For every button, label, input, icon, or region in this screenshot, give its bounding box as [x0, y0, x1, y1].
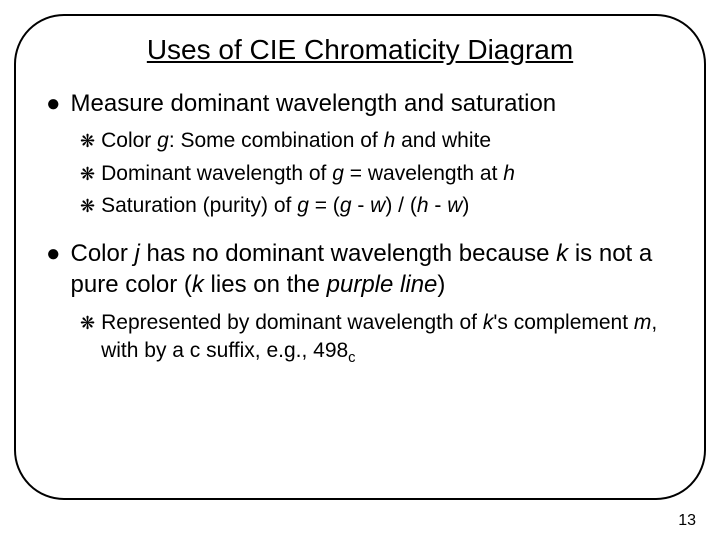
- asterisk-icon: ❋: [80, 129, 95, 153]
- spacer: [46, 224, 674, 238]
- slide-content: ● Measure dominant wavelength and saturat…: [46, 88, 674, 369]
- bullet-level-2: ❋Represented by dominant wavelength of k…: [80, 309, 674, 369]
- bullet-text: Saturation (purity) of g = (g - w) / (h …: [101, 192, 674, 220]
- disc-icon: ●: [46, 88, 61, 119]
- slide-frame: Uses of CIE Chromaticity Diagram ● Measur…: [14, 14, 706, 500]
- bullet-level-2: ❋Saturation (purity) of g = (g - w) / (h…: [80, 192, 674, 220]
- slide-title: Uses of CIE Chromaticity Diagram: [46, 34, 674, 66]
- asterisk-icon: ❋: [80, 162, 95, 186]
- bullet-text: Dominant wavelength of g = wavelength at…: [101, 160, 674, 188]
- bullet-level-1: ● Measure dominant wavelength and saturat…: [46, 88, 674, 119]
- bullet-level-2: ❋Dominant wavelength of g = wavelength a…: [80, 160, 674, 188]
- bullet-level-1: ● Color j has no dominant wavelength beca…: [46, 238, 674, 300]
- asterisk-icon: ❋: [80, 194, 95, 218]
- bullet-level-2: ❋Color g: Some combination of h and whit…: [80, 127, 674, 155]
- disc-icon: ●: [46, 238, 61, 269]
- bullet-text: Represented by dominant wavelength of k'…: [101, 309, 674, 369]
- asterisk-icon: ❋: [80, 311, 95, 335]
- page-number: 13: [678, 512, 696, 530]
- bullet-text: Color g: Some combination of h and white: [101, 127, 674, 155]
- bullet-text: Measure dominant wavelength and saturati…: [71, 88, 675, 119]
- bullet-text: Color j has no dominant wavelength becau…: [71, 238, 675, 300]
